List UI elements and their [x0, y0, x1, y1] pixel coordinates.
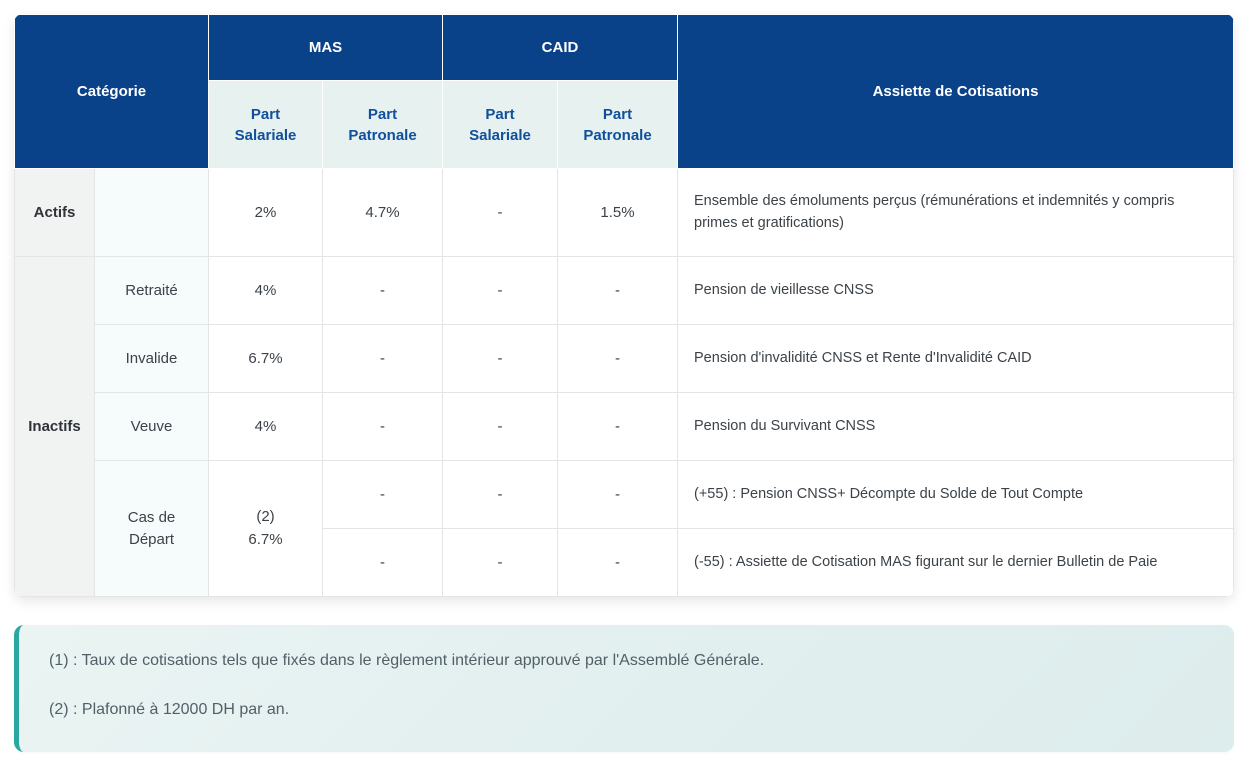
subcategory-retraite: Retraité — [94, 256, 209, 325]
cotisations-table-container: Catégorie MAS CAID Assiette de Cotisatio… — [14, 14, 1234, 597]
value-caid-salariale: - — [442, 256, 558, 325]
value-caid-patronale: - — [556, 392, 679, 461]
table-row-veuve: Veuve 4% - - - Pension du Survivant CNSS — [15, 392, 1234, 461]
table-row-actifs: Actifs 2% 4.7% - 1.5% Ensemble des émolu… — [14, 168, 1234, 257]
column-header-caid-part-patronale: Part Patronale — [556, 80, 679, 169]
table-body: Actifs 2% 4.7% - 1.5% Ensemble des émolu… — [14, 168, 1234, 597]
column-header-mas: MAS — [208, 14, 443, 81]
value-mas-patronale: 4.7% — [322, 168, 443, 257]
assiette-text: Pension d'invalidité CNSS et Rente d'Inv… — [677, 324, 1234, 393]
value-caid-patronale: 1.5% — [556, 168, 679, 257]
subcategory-invalide: Invalide — [94, 324, 209, 393]
value-caid-salariale: - — [442, 460, 558, 529]
subcategory-cas-de-depart: Cas de Départ — [94, 460, 209, 597]
value-mas-patronale: - — [322, 528, 443, 597]
header-row-parts: Part Salariale Part Patronale Part Salar… — [15, 80, 1234, 169]
value-mas-patronale: - — [322, 392, 443, 461]
value-mas-patronale: - — [322, 324, 443, 393]
subcategory-empty — [94, 168, 209, 257]
footnote-1: (1) : Taux de cotisations tels que fixés… — [49, 652, 765, 669]
column-header-assiette: Assiette de Cotisations — [677, 14, 1234, 169]
assiette-text: (+55) : Pension CNSS+ Décompte du Solde … — [677, 460, 1234, 529]
value-caid-salariale: - — [442, 528, 558, 597]
value-caid-salariale: - — [442, 168, 558, 257]
column-header-caid: CAID — [441, 14, 679, 81]
value-mas-patronale: - — [322, 256, 443, 325]
table-header: Catégorie MAS CAID Assiette de Cotisatio… — [14, 14, 1234, 169]
subcategory-veuve: Veuve — [94, 392, 209, 461]
category-label-actifs: Actifs — [14, 168, 95, 257]
value-mas-salariale: 4% — [208, 256, 323, 325]
value-mas-patronale: - — [322, 460, 443, 529]
column-header-caid-part-salariale: Part Salariale — [442, 80, 558, 169]
value-caid-patronale: - — [556, 528, 679, 597]
value-caid-patronale: - — [556, 460, 679, 529]
value-mas-salariale: 2% — [208, 168, 323, 257]
value-mas-salariale: 4% — [208, 392, 323, 461]
assiette-text: (-55) : Assiette de Cotisation MAS figur… — [677, 528, 1234, 597]
table-row-retraite: Inactifs Retraité 4% - - - Pension de vi… — [14, 256, 1234, 597]
footnotes-panel: (1) : Taux de cotisations tels que fixés… — [14, 625, 1234, 752]
category-label-inactifs: Inactifs — [14, 256, 95, 597]
header-row-groups: Catégorie MAS CAID Assiette de Cotisatio… — [14, 14, 1234, 169]
column-header-mas-part-salariale: Part Salariale — [208, 80, 323, 169]
value-mas-salariale-plafonnee: (2) 6.7% — [208, 460, 323, 597]
assiette-text: Pension de vieillesse CNSS — [677, 256, 1234, 325]
value-caid-patronale: - — [556, 324, 679, 393]
column-header-categorie: Catégorie — [14, 14, 209, 169]
value-caid-salariale: - — [442, 324, 558, 393]
assiette-text: Pension du Survivant CNSS — [677, 392, 1234, 461]
value-caid-salariale: - — [442, 392, 558, 461]
table-row-cas-depart-plus55: Cas de Départ (2) 6.7% - - - (+55) : Pen… — [15, 460, 1234, 597]
column-header-mas-part-patronale: Part Patronale — [322, 80, 443, 169]
cotisations-table: Catégorie MAS CAID Assiette de Cotisatio… — [14, 14, 1234, 597]
footnote-2: (2) : Plafonné à 12000 DH par an. — [49, 700, 290, 718]
value-mas-salariale: 6.7% — [208, 324, 323, 393]
value-caid-patronale: - — [556, 256, 679, 325]
table-row-cas-depart-moins55: - - - (-55) : Assiette de Cotisation MAS… — [15, 528, 1234, 597]
assiette-text: Ensemble des émoluments perçus (rémunéra… — [677, 168, 1234, 257]
table-row-invalide: Invalide 6.7% - - - Pension d'invalidité… — [15, 324, 1234, 393]
